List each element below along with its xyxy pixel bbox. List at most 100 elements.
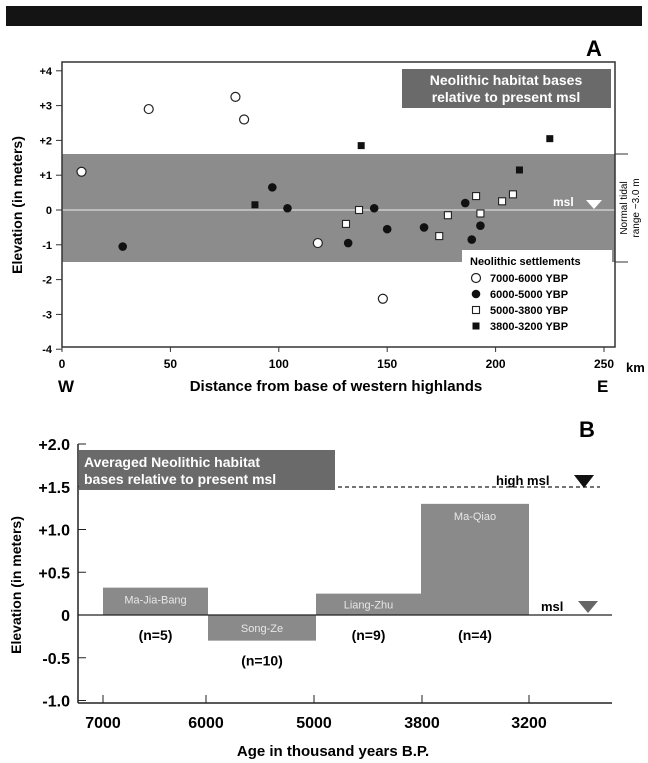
panel-a-x-unit: km bbox=[626, 360, 645, 375]
panel-a-y-tick-label: -2 bbox=[42, 275, 52, 287]
data-point-open-circle bbox=[377, 293, 388, 304]
panel-a-y-tick-label: -4 bbox=[42, 344, 53, 356]
tidal-range-band bbox=[62, 154, 615, 262]
panel-b: B Ma-Jia-Bang (n=5) Song-Ze (n=10) Liang-Zhu… bbox=[8, 417, 612, 760]
bar-label: Ma-Qiao bbox=[454, 511, 496, 523]
legend-marker-filled-square bbox=[472, 322, 480, 330]
panel-a-title-box bbox=[402, 69, 611, 108]
panel-b-msl-triangle-icon bbox=[578, 601, 598, 613]
msl-triangle-icon bbox=[586, 200, 602, 209]
panel-a-y-tick-label: +3 bbox=[39, 101, 52, 113]
bar-label: Liang-Zhu bbox=[344, 599, 394, 611]
panel-a-msl-label: msl bbox=[553, 195, 574, 209]
panel-a-frame bbox=[61, 61, 616, 348]
data-point-open-square bbox=[435, 232, 444, 241]
panel-b-msl-label: msl bbox=[541, 599, 563, 614]
panel-b-y-tick-label: 0 bbox=[61, 608, 70, 625]
panel-b-title-line-1: Averaged Neolithic habitat bbox=[84, 454, 260, 470]
data-point-filled-square bbox=[515, 166, 523, 174]
panel-a-x-tick-label: 250 bbox=[594, 357, 614, 371]
legend-label: 6000-5000 YBP bbox=[490, 289, 568, 301]
panel-b-x-tick-label: 7000 bbox=[85, 715, 121, 732]
panel-a-title-line-2: relative to present msl bbox=[432, 89, 581, 105]
bar-ma-jia-bang bbox=[103, 587, 208, 615]
panel-b-bars: Ma-Jia-Bang (n=5) Song-Ze (n=10) Liang-Zhu (n… bbox=[103, 503, 529, 669]
bar-song-ze bbox=[208, 615, 316, 641]
panel-a-x-tick-label: 150 bbox=[377, 357, 397, 371]
panel-b-y-tick-label: -0.5 bbox=[42, 651, 70, 668]
panel-b-x-tick-label: 3200 bbox=[511, 715, 547, 732]
high-msl-triangle-icon bbox=[574, 475, 594, 488]
bar-label: Song-Ze bbox=[241, 623, 283, 635]
panel-a-y-tick-label: 0 bbox=[46, 205, 52, 217]
data-point-filled-circle bbox=[476, 221, 485, 230]
data-point-open-square bbox=[354, 205, 364, 215]
data-point-filled-square bbox=[251, 201, 259, 209]
bar-count-label: (n=5) bbox=[139, 627, 173, 643]
data-point-open-square bbox=[472, 192, 481, 201]
data-point-filled-square bbox=[357, 142, 365, 150]
data-point-open-square bbox=[508, 190, 517, 199]
data-point-filled-circle bbox=[382, 224, 392, 234]
panel-a-x-tick-label: 200 bbox=[486, 357, 506, 371]
data-point-open-square bbox=[476, 209, 485, 218]
data-point-open-circle bbox=[76, 166, 87, 177]
data-point-filled-circle bbox=[460, 198, 470, 208]
panel-a-letter: A bbox=[586, 36, 602, 61]
data-point-open-square bbox=[443, 211, 452, 220]
panel-b-x-tick-label: 3800 bbox=[404, 715, 440, 732]
top-dark-bar bbox=[6, 6, 642, 26]
panel-a-ylabel: Elevation (in meters) bbox=[9, 136, 25, 274]
panel-b-y-tick-label: +1.5 bbox=[38, 480, 70, 497]
panel-a: +4 +3 +2 +1 0 -1 -2 -3 -4 0 50 100 150 200 250 Neolith… bbox=[9, 36, 645, 396]
data-point-open-circle bbox=[143, 103, 154, 115]
legend-title: Neolithic settlements bbox=[470, 256, 581, 268]
legend-label: 7000-6000 YBP bbox=[490, 273, 568, 285]
bar-count-label: (n=10) bbox=[241, 653, 283, 669]
data-point-open-circle bbox=[312, 237, 323, 249]
panel-a-ticks: +4 +3 +2 +1 0 -1 -2 -3 -4 0 50 100 150 200 250 bbox=[39, 66, 614, 371]
panel-b-letter: B bbox=[579, 417, 595, 442]
legend-label: 3800-3200 YBP bbox=[490, 321, 568, 333]
panel-b-ticks: +2.0 +1.5 +1.0 +0.5 0 -0.5 -1.0 7000 6000 5000 380… bbox=[38, 437, 546, 732]
data-point-filled-circle bbox=[267, 183, 277, 192]
data-point-open-circle bbox=[239, 114, 250, 125]
panel-b-y-tick-label: +2.0 bbox=[38, 437, 70, 454]
data-point-filled-circle bbox=[369, 203, 379, 213]
data-point-open-square bbox=[498, 197, 507, 206]
panel-b-xlabel: Age in thousand years B.P. bbox=[237, 743, 429, 760]
panel-a-x-tick-label: 0 bbox=[59, 357, 66, 371]
data-point-filled-square bbox=[546, 135, 554, 143]
data-point-open-square bbox=[341, 219, 351, 228]
data-point-filled-circle bbox=[118, 242, 128, 251]
tidal-label-line-1: Normal tidal bbox=[619, 181, 630, 234]
panel-b-title-box bbox=[79, 450, 335, 490]
panel-a-east-label: E bbox=[597, 377, 608, 396]
data-point-filled-circle bbox=[467, 235, 477, 244]
data-point-open-circle bbox=[230, 91, 241, 103]
panel-b-y-tick-label: -1.0 bbox=[42, 694, 70, 711]
panel-a-y-tick-label: -1 bbox=[42, 240, 52, 252]
bar-liang-zhu bbox=[316, 593, 421, 615]
bar-label: Ma-Jia-Bang bbox=[124, 595, 186, 607]
legend-marker-open-circle bbox=[470, 272, 482, 284]
panel-a-title-line-1: Neolithic habitat bases bbox=[430, 72, 583, 88]
tidal-label-line-2: range ~3.0 m bbox=[631, 178, 642, 237]
panel-a-west-label: W bbox=[58, 377, 75, 396]
panel-b-y-tick-label: +1.0 bbox=[38, 523, 70, 540]
panel-a-points bbox=[76, 91, 554, 304]
panel-b-ylabel: Elevation (in meters) bbox=[8, 516, 24, 654]
panel-a-x-tick-label: 100 bbox=[269, 357, 289, 371]
panel-a-y-tick-label: +4 bbox=[39, 66, 52, 78]
panel-b-title-line-2: bases relative to present msl bbox=[84, 471, 276, 487]
panel-a-legend-box bbox=[462, 250, 612, 344]
legend-marker-filled-circle bbox=[471, 289, 481, 299]
data-point-filled-circle bbox=[419, 223, 429, 232]
bar-count-label: (n=4) bbox=[458, 627, 492, 643]
bar-count-label: (n=9) bbox=[352, 627, 386, 643]
data-point-filled-circle bbox=[283, 203, 292, 213]
panel-a-y-tick-label: +1 bbox=[39, 170, 52, 182]
high-msl-label: high msl bbox=[496, 473, 549, 488]
panel-b-x-tick-label: 6000 bbox=[188, 715, 224, 732]
